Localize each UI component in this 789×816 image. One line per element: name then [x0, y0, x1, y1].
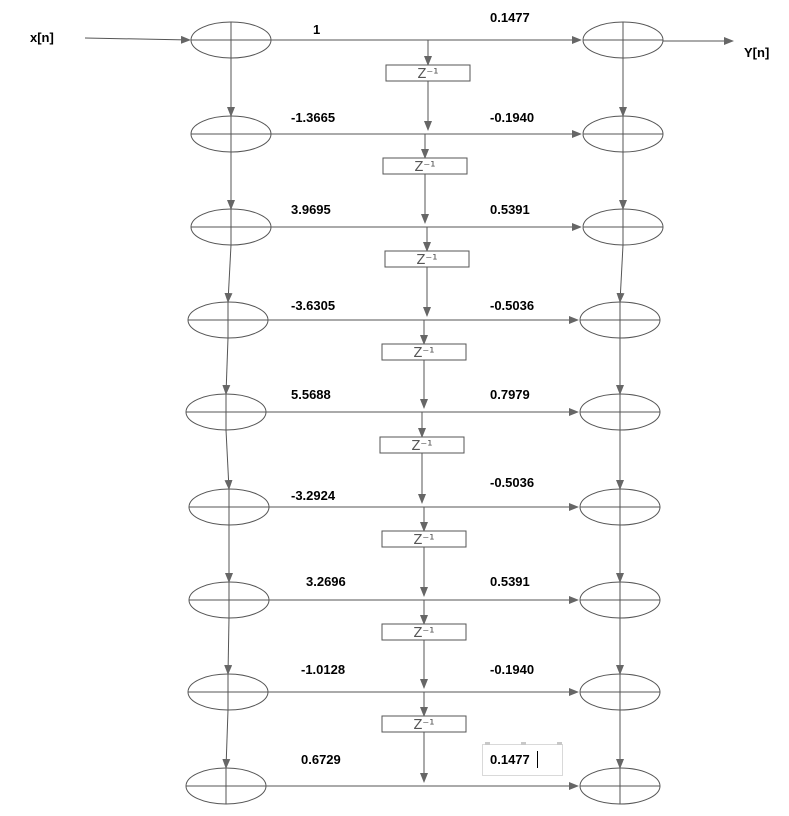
delay-block-4: Z⁻¹ — [379, 436, 465, 454]
delay-block-7: Z⁻¹ — [381, 715, 467, 733]
right-sum-node-8 — [579, 767, 661, 805]
resize-handle[interactable] — [521, 742, 526, 745]
feedforward-coefficient-8: 0.6729 — [301, 752, 341, 767]
resize-handle[interactable] — [485, 742, 490, 745]
text-cursor — [537, 751, 538, 768]
delay-label: Z⁻¹ — [414, 718, 435, 733]
left-sum-node-4 — [185, 393, 267, 431]
feedback-coefficient-4: 0.7979 — [490, 387, 530, 402]
feedback-coefficient-7: -0.1940 — [490, 662, 535, 677]
delay-box — [385, 64, 471, 82]
right-chain-line — [616, 244, 625, 303]
left-sum-node-3 — [187, 301, 269, 339]
left-sum-node-7 — [187, 673, 269, 711]
left-sum-node-1 — [190, 115, 272, 153]
delay-block-3: Z⁻¹ — [381, 343, 467, 361]
feedback-coefficient-6: 0.5391 — [490, 574, 530, 589]
delay-label: Z⁻¹ — [414, 346, 435, 361]
delay-block-5: Z⁻¹ — [381, 530, 467, 548]
delay-label: Z⁻¹ — [412, 439, 433, 454]
feedforward-coefficient-1: -1.3665 — [291, 110, 336, 125]
left-sum-node-5 — [188, 488, 270, 526]
delay-label: Z⁻¹ — [415, 160, 436, 175]
right-sum-node-4 — [579, 393, 661, 431]
left-sum-node-8 — [185, 767, 267, 805]
output-label: Y[n] — [744, 45, 770, 60]
delay-label: Z⁻¹ — [414, 533, 435, 548]
feedforward-coefficient-2: 3.9695 — [291, 202, 331, 217]
left-sum-node-2 — [190, 208, 272, 246]
delay-block-6: Z⁻¹ — [381, 623, 467, 641]
input-arrow — [84, 35, 191, 44]
left-chain-line — [224, 617, 233, 675]
delay-label: Z⁻¹ — [414, 626, 435, 641]
delay-box — [381, 343, 467, 361]
right-sum-node-1 — [582, 115, 664, 153]
delay-block-1: Z⁻¹ — [382, 157, 468, 175]
left-chain-line — [224, 429, 233, 490]
feedforward-coefficient-6: 3.2696 — [306, 574, 346, 589]
right-sum-node-6 — [579, 581, 661, 619]
feedback-coefficient-1: -0.1940 — [490, 110, 535, 125]
left-chain-line — [224, 244, 233, 303]
feedback-coefficient-2: 0.5391 — [490, 202, 530, 217]
left-chain-line — [222, 709, 231, 769]
feedback-coefficient-8[interactable]: 0.1477 — [490, 752, 530, 767]
feedback-coefficient-5: -0.5036 — [490, 475, 535, 490]
feedforward-coefficient-5: -3.2924 — [291, 488, 336, 503]
delay-box — [381, 715, 467, 733]
left-sum-node-6 — [188, 581, 270, 619]
feedback-coefficient-0: 0.1477 — [490, 10, 530, 25]
resize-handle[interactable] — [557, 742, 562, 745]
feedback-coefficient-3: -0.5036 — [490, 298, 535, 313]
delay-label: Z⁻¹ — [417, 253, 438, 268]
right-sum-node-0 — [582, 21, 664, 59]
left-sum-node-0 — [190, 21, 272, 59]
delay-label: Z⁻¹ — [418, 67, 439, 82]
input-label: x[n] — [30, 30, 54, 45]
right-sum-node-5 — [579, 488, 661, 526]
text-edit-box[interactable] — [482, 742, 563, 776]
right-sum-node-2 — [582, 208, 664, 246]
left-chain-line — [222, 337, 231, 395]
delay-box — [379, 436, 465, 454]
feedforward-coefficient-7: -1.0128 — [301, 662, 346, 677]
delay-box — [382, 157, 468, 175]
delay-box — [381, 623, 467, 641]
delay-box — [381, 530, 467, 548]
right-sum-node-7 — [579, 673, 661, 711]
delay-box — [384, 250, 470, 268]
feedforward-coefficient-3: -3.6305 — [291, 298, 336, 313]
delay-block-2: Z⁻¹ — [384, 250, 470, 268]
feedforward-coefficient-0: 1 — [313, 22, 321, 37]
right-sum-node-3 — [579, 301, 661, 339]
delay-block-0: Z⁻¹ — [385, 64, 471, 82]
feedforward-coefficient-4: 5.5688 — [291, 387, 331, 402]
